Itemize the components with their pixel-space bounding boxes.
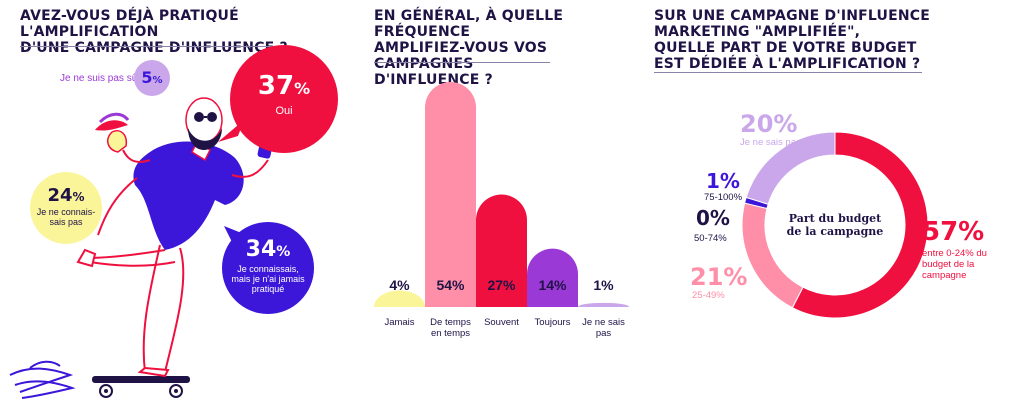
bar-value-label-souvent: 27% bbox=[487, 277, 516, 293]
bar-category-label-de-temps-en-temps: en temps bbox=[431, 328, 470, 339]
bar-je-ne-sais-pas bbox=[578, 302, 629, 307]
donut-slice-entre-0-24-du-budget-de-la-campagne bbox=[791, 131, 929, 319]
answer-jamais-pratique-tail bbox=[224, 226, 244, 246]
panel1-divider bbox=[20, 46, 282, 47]
donut-slice-je-ne-sais-pas bbox=[745, 131, 836, 205]
panel2-title-line2: AMPLIFIEZ-VOUS VOS CAMPAGNES bbox=[374, 40, 548, 72]
answer-ne-connaissais-pas-pct-value: 24 bbox=[47, 185, 73, 206]
panel1-title: AVEZ-VOUS DÉJÀ PRATIQUÉ L'AMPLIFICATION … bbox=[20, 8, 360, 56]
flame-icon bbox=[9, 360, 76, 399]
donut-center-label-line1: Part du budget bbox=[788, 212, 882, 225]
panel3-title-line1: SUR UNE CAMPAGNE D'INFLUENCE bbox=[654, 8, 931, 24]
answer-jamais-pratique-label-line2: mais je n'ai jamais bbox=[231, 274, 305, 284]
panel3-title-line2: MARKETING "AMPLIFIÉE", bbox=[654, 24, 861, 40]
answer-oui-pct-value: 37 bbox=[257, 71, 295, 101]
panel2-title: EN GÉNÉRAL, À QUELLE FRÉQUENCE AMPLIFIEZ… bbox=[374, 8, 640, 88]
panel2-divider bbox=[374, 62, 550, 63]
answer-oui-label: Oui bbox=[275, 105, 293, 117]
answer-jamais-pratique-label-line3: pratiqué bbox=[251, 284, 285, 294]
bar-category-label-toujours: Toujours bbox=[535, 317, 571, 328]
bar-de-temps-en-temps bbox=[425, 82, 476, 307]
donut-center-label-line2: de la campagne bbox=[786, 225, 884, 238]
donut-category-label-50-74: 50-74% bbox=[694, 233, 727, 244]
answer-pas-sur-label: Je ne suis pas sûr bbox=[60, 73, 141, 84]
answer-ne-connaissais-pas-pct: 24% bbox=[30, 186, 102, 207]
answer-oui-pct-sign: % bbox=[294, 79, 311, 98]
panel3-title-line4: EST DÉDIÉE À L'AMPLIFICATION ? bbox=[654, 56, 921, 72]
panel3-divider bbox=[654, 72, 922, 73]
answer-pas-sur-pct: 5% bbox=[134, 60, 170, 99]
bar-category-label-jamais: Jamais bbox=[384, 317, 414, 328]
bar-value-label-je-ne-sais-pas: 1% bbox=[593, 277, 614, 293]
donut-category-label-entre-0-24-du-budget-de-la-campagne: entre 0-24% du bbox=[922, 248, 987, 259]
answer-oui-pct: 37% bbox=[230, 72, 338, 103]
bar-toujours bbox=[527, 248, 578, 307]
donut-category-label-entre-0-24-du-budget-de-la-campagne: campagne bbox=[922, 270, 966, 281]
answer-jamais-pratique-pct-value: 34 bbox=[245, 237, 277, 262]
bar-value-label-jamais: 4% bbox=[389, 277, 410, 293]
panel1-title-line2: D'UNE CAMPAGNE D'INFLUENCE ? bbox=[20, 40, 288, 56]
panel-amplification-practice: AVEZ-VOUS DÉJÀ PRATIQUÉ L'AMPLIFICATION … bbox=[0, 0, 360, 400]
panel3-title: SUR UNE CAMPAGNE D'INFLUENCE MARKETING "… bbox=[654, 8, 954, 72]
answer-oui-bubble: 37% Oui bbox=[230, 45, 338, 153]
donut-category-label-75-100: 75-100% bbox=[704, 192, 743, 203]
panel-amplification-frequency: EN GÉNÉRAL, À QUELLE FRÉQUENCE AMPLIFIEZ… bbox=[360, 0, 640, 400]
donut-category-label-25-49: 25-49% bbox=[692, 290, 725, 301]
donut-value-label-je-ne-sais-pas: 20% bbox=[740, 110, 797, 138]
answer-ne-connaissais-pas-pct-sign: % bbox=[72, 190, 85, 204]
donut-value-label-50-74: 0% bbox=[696, 206, 730, 230]
answer-jamais-pratique-pct-sign: % bbox=[276, 244, 291, 260]
donut-category-label-je-ne-sais-pas: Je ne sais pas bbox=[740, 137, 801, 148]
bar-category-label-je-ne-sais-pas: pas bbox=[596, 328, 612, 339]
answer-ne-connaissais-pas-label-line1: Je ne connais- bbox=[36, 207, 96, 217]
answer-ne-connaissais-pas-label-line2: sais pas bbox=[49, 217, 83, 227]
donut-center-label: Part du budget de la campagne bbox=[780, 212, 890, 238]
bar-jamais bbox=[374, 290, 425, 307]
bar-value-label-toujours: 14% bbox=[538, 277, 567, 293]
answer-ne-connaissais-pas-bubble: 24% Je ne connais- sais pas bbox=[30, 172, 102, 244]
answer-pas-sur-pct-sign: % bbox=[152, 75, 163, 86]
man-on-skateboard-illustration bbox=[9, 97, 276, 399]
donut-category-label-entre-0-24-du-budget-de-la-campagne: budget de la bbox=[922, 259, 975, 270]
panel2-title-line1: EN GÉNÉRAL, À QUELLE FRÉQUENCE bbox=[374, 8, 564, 40]
panel2-title-line3: D'INFLUENCE ? bbox=[374, 72, 493, 88]
answer-pas-sur-bubble: 5% bbox=[134, 60, 170, 96]
panel-amplification-budget: SUR UNE CAMPAGNE D'INFLUENCE MARKETING "… bbox=[640, 0, 1033, 400]
donut-value-label-25-49: 21% bbox=[690, 263, 747, 291]
answer-oui-tail bbox=[218, 120, 244, 142]
answer-ne-connaissais-pas-label: Je ne connais- sais pas bbox=[30, 207, 102, 227]
bar-value-label-de-temps-en-temps: 54% bbox=[436, 277, 465, 293]
answer-jamais-pratique-pct: 34% bbox=[222, 238, 314, 264]
panel1-title-line1: AVEZ-VOUS DÉJÀ PRATIQUÉ L'AMPLIFICATION bbox=[20, 8, 239, 40]
donut-value-label-75-100: 1% bbox=[706, 169, 740, 193]
bar-category-label-de-temps-en-temps: De temps bbox=[430, 317, 471, 328]
answer-jamais-pratique-label-line1: Je connaissais, bbox=[237, 264, 299, 274]
panel3-title-line3: QUELLE PART DE VOTRE BUDGET bbox=[654, 40, 917, 56]
donut-value-label-entre-0-24-du-budget-de-la-campagne: 57% bbox=[922, 217, 984, 247]
bar-category-label-souvent: Souvent bbox=[484, 317, 519, 328]
skateboard-icon bbox=[92, 376, 190, 398]
answer-jamais-pratique-label: Je connaissais, mais je n'ai jamais prat… bbox=[222, 264, 314, 294]
bar-category-label-je-ne-sais-pas: Je ne sais bbox=[582, 317, 625, 328]
answer-pas-sur-pct-value: 5 bbox=[141, 68, 153, 87]
bar-souvent bbox=[476, 194, 527, 307]
